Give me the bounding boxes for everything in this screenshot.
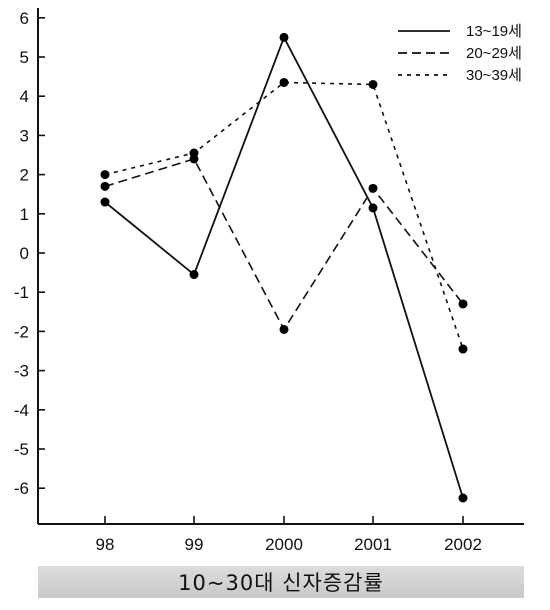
data-point: [279, 324, 289, 334]
y-tick-label: 2: [20, 166, 29, 185]
data-point: [458, 493, 468, 503]
data-point: [458, 344, 468, 354]
data-point: [279, 32, 289, 42]
data-point: [189, 270, 199, 280]
y-tick-label: -4: [14, 401, 29, 420]
y-tick-label: 0: [20, 244, 29, 263]
y-tick-label: 4: [20, 87, 29, 106]
data-point: [368, 79, 378, 89]
data-point: [100, 170, 110, 180]
chart-title-bar: 10~30대 신자증감률: [38, 566, 524, 598]
y-tick-label: -1: [14, 283, 29, 302]
x-tick-label: 98: [96, 535, 115, 554]
x-tick-label: 2000: [265, 535, 303, 554]
y-tick-label: -6: [14, 479, 29, 498]
legend-label: 30~39세: [466, 67, 522, 84]
data-point: [100, 181, 110, 191]
y-tick-label: 5: [20, 48, 29, 67]
data-point: [458, 299, 468, 309]
x-tick-label: 2002: [444, 535, 482, 554]
series-line: [104, 81, 464, 350]
series-line: [104, 35, 464, 499]
data-point: [368, 183, 378, 193]
data-point: [368, 203, 378, 213]
y-tick-label: -3: [14, 362, 29, 381]
data-point: [189, 148, 199, 158]
y-tick-label: -5: [14, 440, 29, 459]
y-tick-label: -2: [14, 322, 29, 341]
y-tick-label: 1: [20, 205, 29, 224]
data-point: [279, 77, 289, 87]
data-point: [100, 197, 110, 207]
y-tick-label: 3: [20, 126, 29, 145]
x-tick-label: 99: [185, 535, 204, 554]
series-line: [104, 157, 464, 332]
legend-label: 20~29세: [466, 45, 522, 62]
y-tick-label: 6: [20, 9, 29, 28]
x-tick-label: 2001: [354, 535, 392, 554]
chart-title: 10~30대 신자증감률: [178, 571, 384, 595]
legend-label: 13~19세: [466, 23, 522, 40]
